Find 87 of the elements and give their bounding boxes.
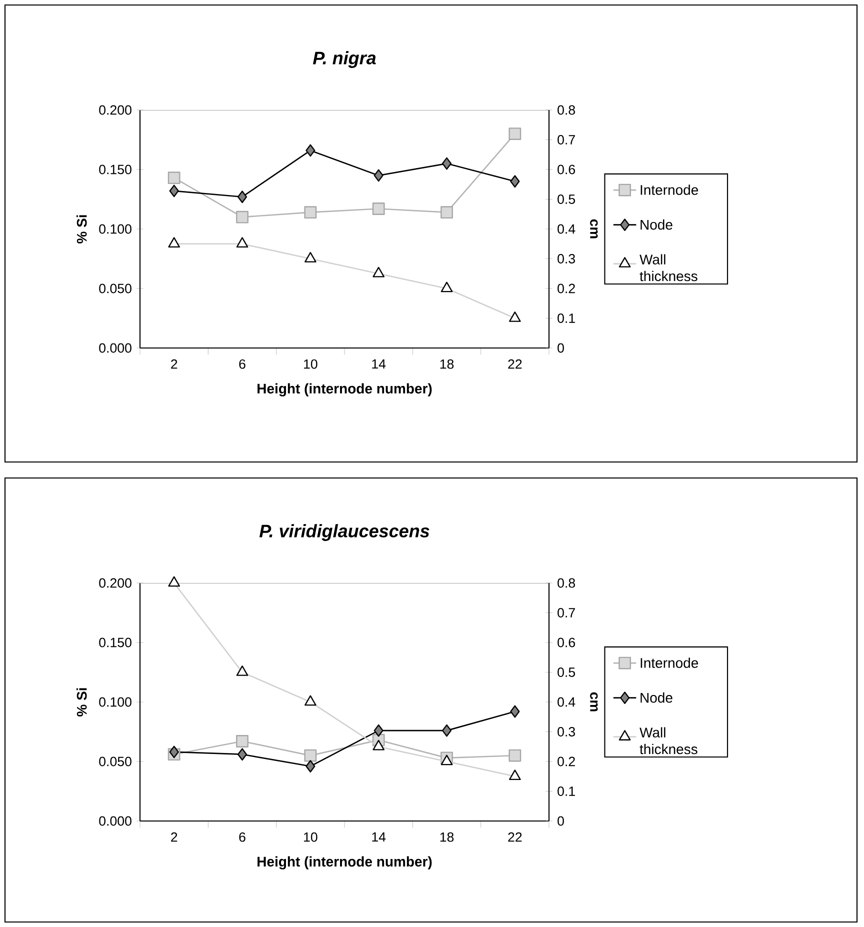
y2-tick-label: 0.5 bbox=[558, 668, 576, 677]
legend-label: Node bbox=[640, 219, 672, 230]
point bbox=[442, 157, 452, 170]
point bbox=[440, 282, 453, 292]
point bbox=[372, 740, 384, 750]
y2-tick-label: 0.2 bbox=[558, 756, 575, 766]
x-tick-label: 14 bbox=[372, 832, 386, 842]
chart-title: P. nigra bbox=[312, 51, 376, 68]
x-tick-label: 10 bbox=[304, 359, 318, 369]
point bbox=[169, 746, 179, 758]
y2-tick-label: 0.7 bbox=[558, 135, 575, 144]
x-tick-label: 2 bbox=[171, 359, 178, 369]
point bbox=[374, 724, 384, 737]
point bbox=[440, 754, 453, 766]
legend-label: Wall thickness bbox=[640, 727, 698, 754]
legend-label: Node bbox=[640, 692, 672, 703]
point bbox=[508, 128, 522, 140]
point bbox=[304, 206, 317, 219]
point bbox=[236, 735, 248, 748]
x-axis-title: Height (internode number) bbox=[258, 383, 432, 396]
y-tick-label: 0.200 bbox=[99, 105, 132, 115]
point bbox=[442, 724, 452, 737]
y-tick-label: 0.050 bbox=[99, 284, 132, 294]
legend-label: Internode bbox=[640, 658, 698, 668]
point bbox=[236, 210, 248, 224]
y-tick-label: 0.050 bbox=[99, 756, 132, 766]
y2-tick-label: 0.2 bbox=[558, 284, 575, 294]
y2-tick-label: 0.1 bbox=[558, 314, 575, 323]
y-axis-title: % Si bbox=[76, 215, 87, 244]
x-tick-label: 18 bbox=[440, 832, 454, 842]
y2-tick-label: 0.4 bbox=[558, 697, 576, 707]
point bbox=[510, 175, 520, 188]
y-tick-label: 0.100 bbox=[99, 697, 132, 707]
point bbox=[169, 184, 179, 198]
y-tick-label: 0.000 bbox=[99, 343, 132, 353]
y2-tick-label: 0.4 bbox=[558, 224, 576, 234]
y-tick-label: 0.150 bbox=[99, 164, 132, 174]
x-tick-label: 6 bbox=[239, 359, 246, 369]
y2-tick-label: 0.6 bbox=[558, 638, 576, 648]
point bbox=[509, 311, 521, 322]
y2-tick-label: 0.5 bbox=[558, 194, 576, 204]
point bbox=[168, 576, 180, 587]
point bbox=[372, 266, 384, 278]
y-tick-label: 0.000 bbox=[99, 816, 132, 826]
y2-tick-label: 0.6 bbox=[558, 164, 576, 174]
x-tick-label: 22 bbox=[508, 832, 522, 842]
point bbox=[237, 748, 248, 761]
y2-axis-title: cm bbox=[590, 219, 598, 238]
x-tick-label: 18 bbox=[440, 359, 454, 369]
x-axis-title: Height (internode number) bbox=[258, 856, 432, 870]
y2-tick-label: 0.7 bbox=[558, 608, 575, 618]
point bbox=[236, 666, 248, 676]
point bbox=[372, 202, 385, 215]
point bbox=[304, 695, 316, 706]
point bbox=[304, 749, 317, 762]
point bbox=[510, 705, 520, 718]
point bbox=[236, 237, 248, 248]
point bbox=[374, 169, 384, 182]
y2-tick-label: 0.8 bbox=[558, 105, 576, 115]
y2-tick-label: 0.8 bbox=[558, 578, 576, 588]
point bbox=[440, 206, 453, 219]
x-tick-label: 2 bbox=[171, 832, 178, 842]
point bbox=[306, 760, 316, 772]
legend-label: Internode bbox=[640, 184, 698, 195]
y2-tick-label: 0.1 bbox=[558, 786, 575, 796]
chart-title: P. viridiglaucescens bbox=[259, 524, 430, 541]
y-tick-label: 0.200 bbox=[99, 578, 132, 588]
x-tick-label: 14 bbox=[372, 359, 386, 369]
y2-tick-label: 0 bbox=[558, 343, 564, 353]
point bbox=[237, 190, 248, 204]
y2-tick-label: 0.3 bbox=[558, 727, 576, 736]
y2-tick-label: 0 bbox=[558, 816, 564, 826]
x-tick-label: 6 bbox=[239, 832, 246, 842]
y2-axis-title: cm bbox=[590, 692, 598, 712]
point bbox=[168, 172, 180, 184]
y-tick-label: 0.100 bbox=[99, 224, 132, 234]
y-axis-title: % Si bbox=[76, 688, 87, 716]
point bbox=[168, 237, 180, 248]
x-tick-label: 22 bbox=[508, 359, 522, 369]
point bbox=[508, 749, 522, 762]
y2-tick-label: 0.3 bbox=[558, 254, 576, 264]
point bbox=[509, 770, 521, 780]
point bbox=[306, 144, 316, 157]
point bbox=[304, 252, 316, 262]
legend-label: Wall thickness bbox=[640, 254, 698, 282]
y-tick-label: 0.150 bbox=[99, 638, 132, 648]
x-tick-label: 10 bbox=[304, 832, 318, 842]
